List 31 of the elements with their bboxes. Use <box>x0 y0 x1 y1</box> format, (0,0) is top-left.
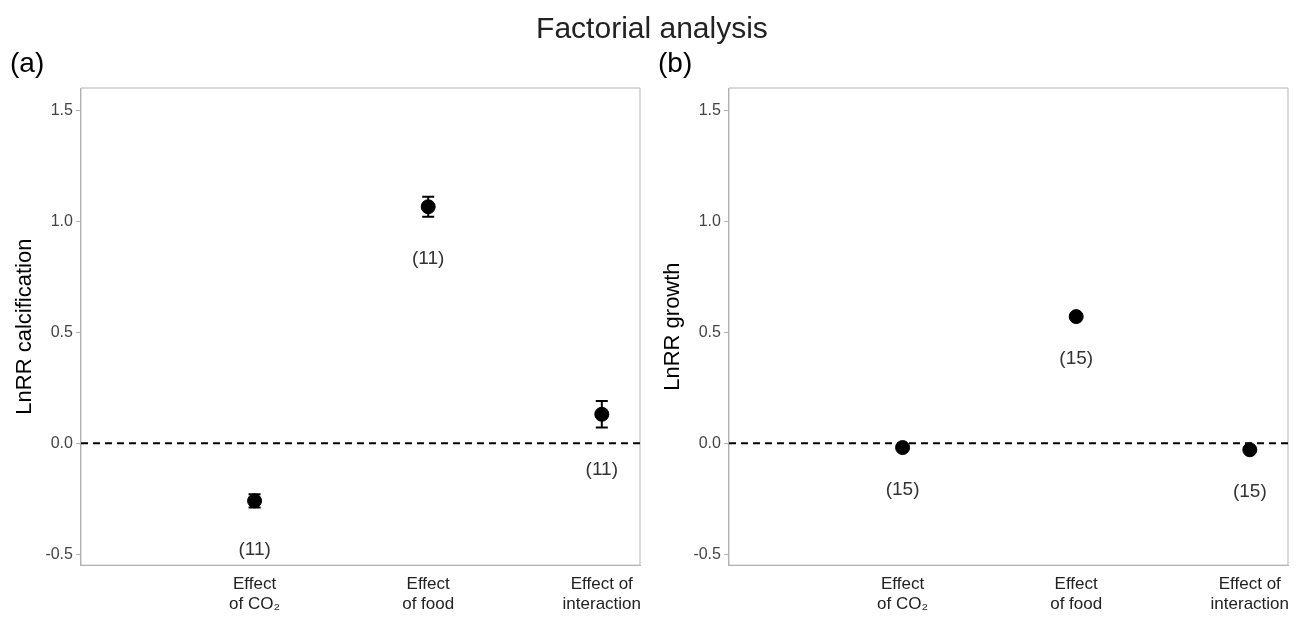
y-tick-label: 1.0 <box>698 211 722 229</box>
annotation: (15) <box>1059 346 1094 368</box>
x-tick-label: Effect of food <box>402 574 455 614</box>
annotation: (11) <box>238 537 271 559</box>
y-tick-label: 0.5 <box>50 322 74 340</box>
annotation: (15) <box>1232 480 1267 502</box>
x-tick-label: Effect of interaction <box>1210 574 1290 614</box>
y-axis-title: LnRR calcification <box>11 238 37 415</box>
y-tick-label: 0.0 <box>50 433 74 451</box>
point <box>1068 309 1084 325</box>
y-tick-label: 0.5 <box>698 322 722 340</box>
y-tick-label: 0.0 <box>698 433 722 451</box>
y-tick-label: 1.5 <box>50 100 74 118</box>
text: (b) <box>658 46 693 78</box>
y-tick-label: 1.0 <box>50 211 74 229</box>
y-tick-label: -0.5 <box>45 544 74 562</box>
annotation: (15) <box>885 477 920 499</box>
x-tick-label: Effect of interaction <box>562 574 642 614</box>
annotation: (11) <box>412 246 445 268</box>
x-tick-label: Effect of CO₂ <box>229 574 281 614</box>
y-tick-label: -0.5 <box>693 544 722 562</box>
point <box>895 440 911 456</box>
y-axis-title: LnRR growth <box>659 262 685 391</box>
x-tick-label: Effect of CO₂ <box>877 574 929 614</box>
annotation: (11) <box>585 457 618 479</box>
x-tick-label: Effect of food <box>1050 574 1103 614</box>
text: (a) <box>10 46 45 78</box>
point <box>1242 442 1258 458</box>
chart-title: Factorial analysis <box>535 10 769 46</box>
y-tick-label: 1.5 <box>698 100 722 118</box>
point <box>594 406 610 422</box>
